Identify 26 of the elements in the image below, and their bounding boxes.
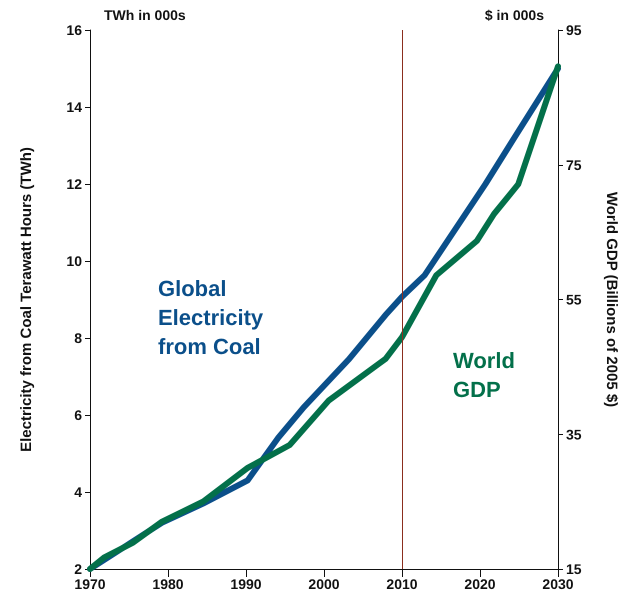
y-tick-label: 14 xyxy=(66,99,82,115)
y2-tick-label: 35 xyxy=(566,426,582,442)
y-tick-label: 12 xyxy=(66,176,82,192)
x-tick-label: 1990 xyxy=(230,576,262,592)
y2-tick-label: 95 xyxy=(566,22,582,38)
x-tick-label: 2000 xyxy=(308,576,340,592)
y2-axis-title: World GDP (Billions of 2005 $) xyxy=(603,192,620,408)
text: $ in 000s xyxy=(484,7,544,23)
y-tick-label: 16 xyxy=(66,22,82,38)
y-axis-title: Electricity from Coal Terawatt Hours (TWh) xyxy=(18,147,35,452)
x-tick-label: 1980 xyxy=(152,576,184,592)
y2-tick-label: 75 xyxy=(566,156,582,173)
y-tick-label: 2 xyxy=(74,561,82,577)
x-tick-label: 2030 xyxy=(542,576,574,592)
y-tick-label: 10 xyxy=(66,253,82,269)
y2-tick-label: 15 xyxy=(566,561,582,577)
y-tick-label: 4 xyxy=(74,484,82,500)
y2-tick-label: 55 xyxy=(566,292,582,308)
text: Global Electricity from Coal xyxy=(158,276,270,359)
text: World GDP xyxy=(453,348,522,402)
y-tick-label: 6 xyxy=(74,407,82,423)
y-tick-label: 8 xyxy=(74,330,82,346)
x-tick-label: 2020 xyxy=(464,576,496,592)
x-tick-label: 1970 xyxy=(74,576,106,592)
x-tick-label: 2010 xyxy=(386,576,418,592)
text: TWh in 000s xyxy=(104,7,186,23)
